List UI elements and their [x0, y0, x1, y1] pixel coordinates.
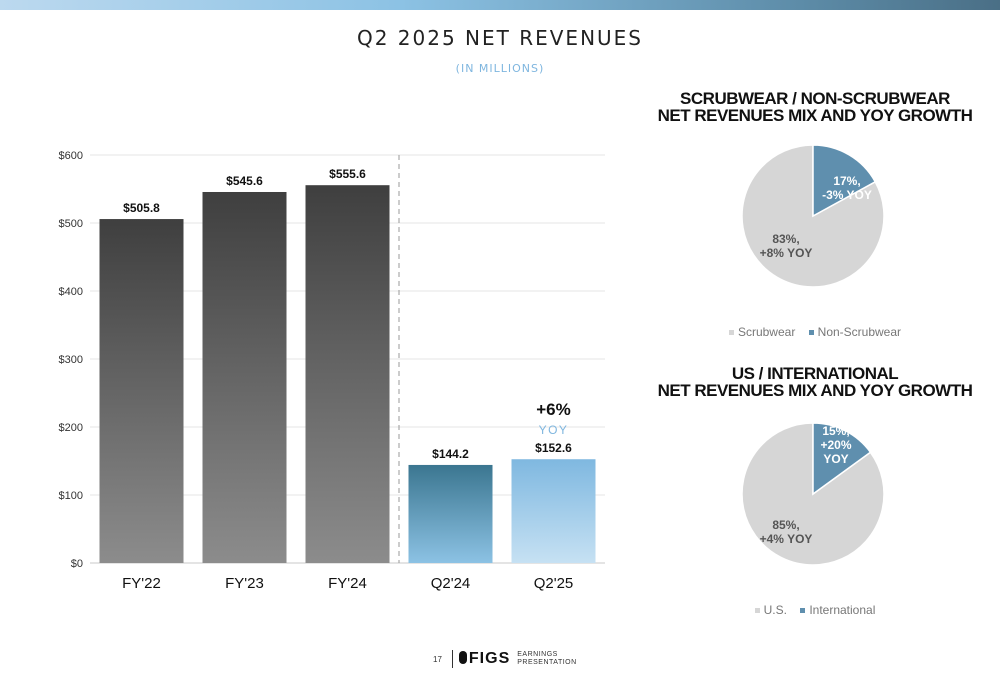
- x-axis-ticks: FY'22 FY'23 FY'24 Q2'24 Q2'25: [122, 575, 573, 592]
- pie-slice-label-non-scrubwear: 17%,: [833, 174, 860, 188]
- legend-label-scrubwear: Scrubwear: [737, 325, 796, 339]
- pie-slice-label-scrubwear: +8% YOY: [760, 246, 813, 260]
- pie1-title-line2: NET REVENUES MIX AND YOY GROWTH: [657, 106, 973, 125]
- bar-q2-24: [408, 464, 493, 563]
- pie1-legend: Scrubwear Non-Scrubwear: [640, 325, 990, 339]
- legend-label-non-scrubwear: Non-Scrubwear: [817, 325, 902, 339]
- yoy-growth-label: YOY: [539, 423, 569, 437]
- page-subtitle: (IN MILLIONS): [455, 62, 545, 75]
- pie-slice-non-scrubwear: [812, 144, 877, 218]
- pie-slice-label-non-scrubwear: -3% YOY: [822, 188, 872, 202]
- legend-item-international: International: [800, 603, 875, 617]
- bars: [99, 185, 596, 563]
- y-tick-label: $100: [59, 490, 83, 502]
- pie2-title: US / INTERNATIONAL NET REVENUES MIX AND …: [640, 365, 990, 399]
- bar-data-label: $152.6: [535, 441, 572, 455]
- pie1-title: SCRUBWEAR / NON-SCRUBWEAR NET REVENUES M…: [640, 90, 990, 124]
- footer: 17 FIGS EARNINGS PRESENTATION: [433, 648, 577, 670]
- page-number: 17: [433, 654, 442, 664]
- y-tick-label: $500: [59, 218, 83, 230]
- y-tick-label: $600: [59, 150, 83, 162]
- pie1-title-line1: SCRUBWEAR / NON-SCRUBWEAR: [680, 89, 950, 108]
- legend-swatch-scrubwear: [728, 330, 734, 336]
- legend-item-non-scrubwear: Non-Scrubwear: [808, 325, 902, 339]
- bar-fy-22: [99, 219, 184, 563]
- us-international-mix-pie-chart: 85%,+4% YOY 15%,+20%YOY: [741, 422, 885, 566]
- footer-divider: [451, 650, 453, 668]
- yoy-growth-value: +6%: [536, 400, 571, 419]
- bar-fy-23: [202, 191, 287, 563]
- legend-label-international: International: [809, 603, 876, 617]
- pie-slice-label-u-s: +4% YOY: [760, 532, 813, 546]
- x-tick-label: FY'24: [328, 575, 367, 592]
- pie-slice-label-scrubwear: 83%,: [772, 232, 799, 246]
- x-tick-label: Q2'25: [534, 575, 574, 592]
- legend-label-us: U.S.: [763, 603, 787, 617]
- page-title: Q2 2025 NET REVENUES: [356, 26, 644, 50]
- figs-logo-text: FIGS: [468, 650, 511, 667]
- bar-data-label: $505.8: [123, 201, 160, 215]
- footer-tagline: EARNINGS PRESENTATION: [517, 651, 576, 667]
- pie2-legend: U.S. International: [640, 603, 990, 617]
- bar-data-labels: $505.8 $545.6 $555.6 $144.2 $152.6: [123, 167, 572, 461]
- y-tick-label: $300: [59, 354, 83, 366]
- x-tick-label: FY'22: [122, 575, 161, 592]
- scrubwear-mix-pie-chart: 83%,+8% YOY 17%,-3% YOY: [741, 144, 885, 288]
- pie2-title-line2: NET REVENUES MIX AND YOY GROWTH: [657, 381, 973, 400]
- pie-slice-label-international: YOY: [823, 452, 848, 466]
- y-axis-ticks: $0 $100 $200 $300 $400 $500 $600: [59, 150, 83, 570]
- legend-swatch-international: [800, 608, 806, 614]
- pie-slice-label-international: +20%: [820, 438, 851, 452]
- pie-slice-international: [812, 422, 872, 496]
- y-tick-label: $200: [59, 422, 83, 434]
- legend-item-scrubwear: Scrubwear: [728, 325, 796, 339]
- bar-data-label: $555.6: [329, 167, 366, 181]
- figs-logo: FIGS: [458, 650, 511, 668]
- pie2-title-line1: US / INTERNATIONAL: [731, 364, 899, 383]
- pie-slice-label-international: 15%,: [822, 424, 849, 438]
- footer-tagline-line1: EARNINGS: [517, 651, 558, 658]
- legend-swatch-us: [754, 608, 760, 614]
- figs-logo-mark-icon: [458, 651, 467, 664]
- footer-tagline-line2: PRESENTATION: [517, 659, 577, 666]
- net-revenue-bar-chart: $0$100$200$300$400$500$600 $505.8$545.6 $…: [59, 150, 605, 592]
- pie-slice-label-u-s: 85%,: [772, 518, 799, 532]
- bar-fy-24: [305, 185, 390, 563]
- y-tick-label: $0: [71, 558, 83, 570]
- top-accent-bar: [0, 0, 1000, 10]
- bar-data-label: $144.2: [432, 447, 469, 461]
- y-tick-label: $400: [59, 286, 83, 298]
- bar-q2-25: [511, 459, 596, 563]
- bar-data-label: $545.6: [226, 174, 263, 188]
- x-tick-label: FY'23: [225, 575, 264, 592]
- legend-swatch-non-scrubwear: [808, 330, 814, 336]
- legend-item-us: U.S.: [754, 603, 787, 617]
- x-tick-label: Q2'24: [431, 575, 471, 592]
